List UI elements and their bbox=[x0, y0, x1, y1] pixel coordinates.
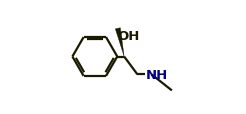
Polygon shape bbox=[115, 28, 124, 57]
Text: NH: NH bbox=[146, 68, 168, 81]
Text: OH: OH bbox=[117, 30, 140, 43]
